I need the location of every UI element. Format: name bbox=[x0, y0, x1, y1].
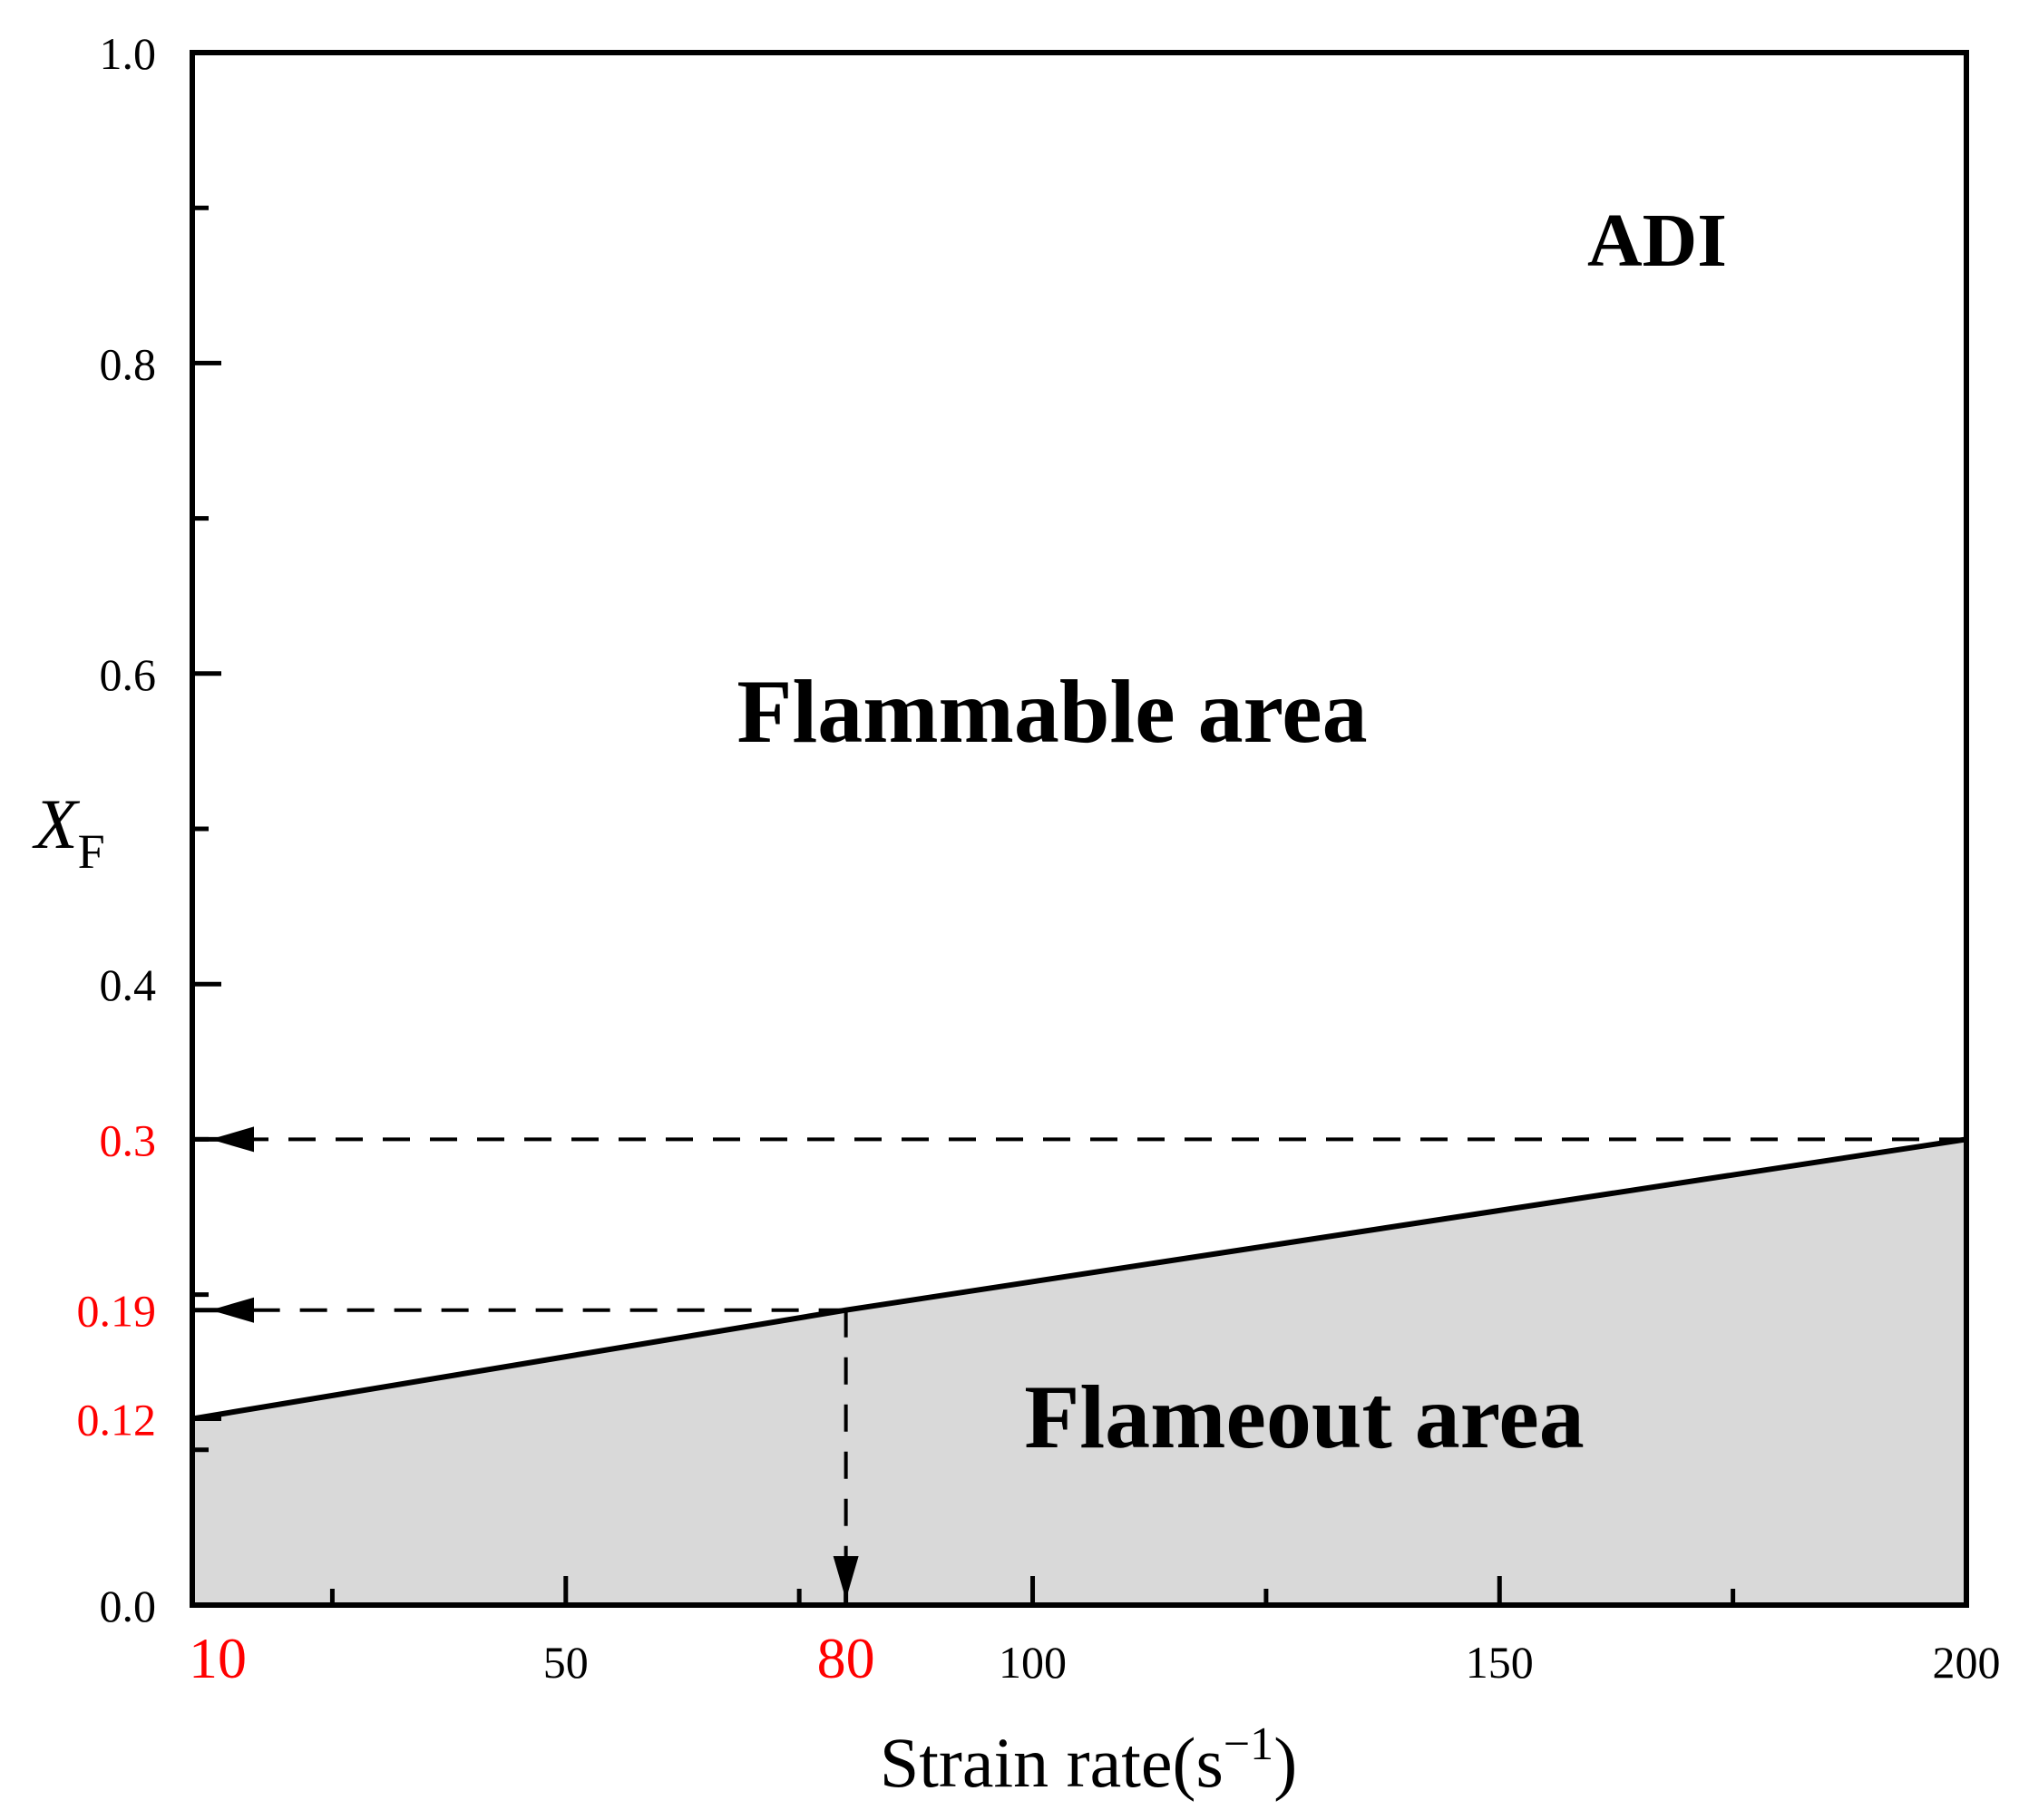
x-axis-title-close: ) bbox=[1273, 1723, 1297, 1802]
x-tick-label: 80 bbox=[817, 1626, 875, 1690]
y-tick-label: 0.6 bbox=[100, 649, 157, 700]
axis-layer bbox=[190, 50, 1969, 1608]
y-axis-title: XF bbox=[32, 784, 105, 879]
x-tick-label: 50 bbox=[543, 1637, 589, 1688]
x-tick-label: 100 bbox=[999, 1637, 1067, 1688]
y-tick-label: 0.4 bbox=[100, 959, 157, 1010]
y-tick-label: 0.8 bbox=[100, 338, 157, 389]
x-tick-label: 150 bbox=[1466, 1637, 1534, 1688]
y-tick-label: 1.0 bbox=[100, 28, 157, 79]
y-axis-title-sub: F bbox=[78, 824, 105, 879]
x-axis-title-text: Strain rate(s bbox=[880, 1723, 1224, 1802]
y-tick-label: 0.12 bbox=[77, 1395, 157, 1445]
y-tick-label: 0.0 bbox=[100, 1581, 157, 1631]
flameout-area-label: Flameout area bbox=[1024, 1367, 1584, 1467]
x-tick-label: 10 bbox=[189, 1626, 247, 1690]
corner-label: ADI bbox=[1587, 199, 1727, 283]
flameout-region bbox=[192, 1139, 1966, 1605]
x-axis-title-sup: −1 bbox=[1224, 1718, 1273, 1770]
guide-layer bbox=[210, 1126, 1966, 1600]
y-tick-label: 0.19 bbox=[77, 1286, 157, 1337]
tick-label-layer: 10 50 80 100 150 200 0.0 0.12 0.19 0.3 0.4 0.6 0.8 1.… bbox=[77, 28, 2001, 1690]
flammable-area-label: Flammable area bbox=[736, 661, 1367, 762]
x-tick-label: 200 bbox=[1933, 1637, 2001, 1688]
flameout-fill-layer bbox=[192, 1139, 1966, 1605]
y-tick-label: 0.3 bbox=[100, 1114, 157, 1165]
guide-arrowhead bbox=[210, 1126, 254, 1153]
x-axis-title: Strain rate(s−1) bbox=[880, 1718, 1297, 1802]
y-axis-title-text: X bbox=[32, 784, 81, 863]
guide-arrowhead bbox=[210, 1297, 254, 1323]
